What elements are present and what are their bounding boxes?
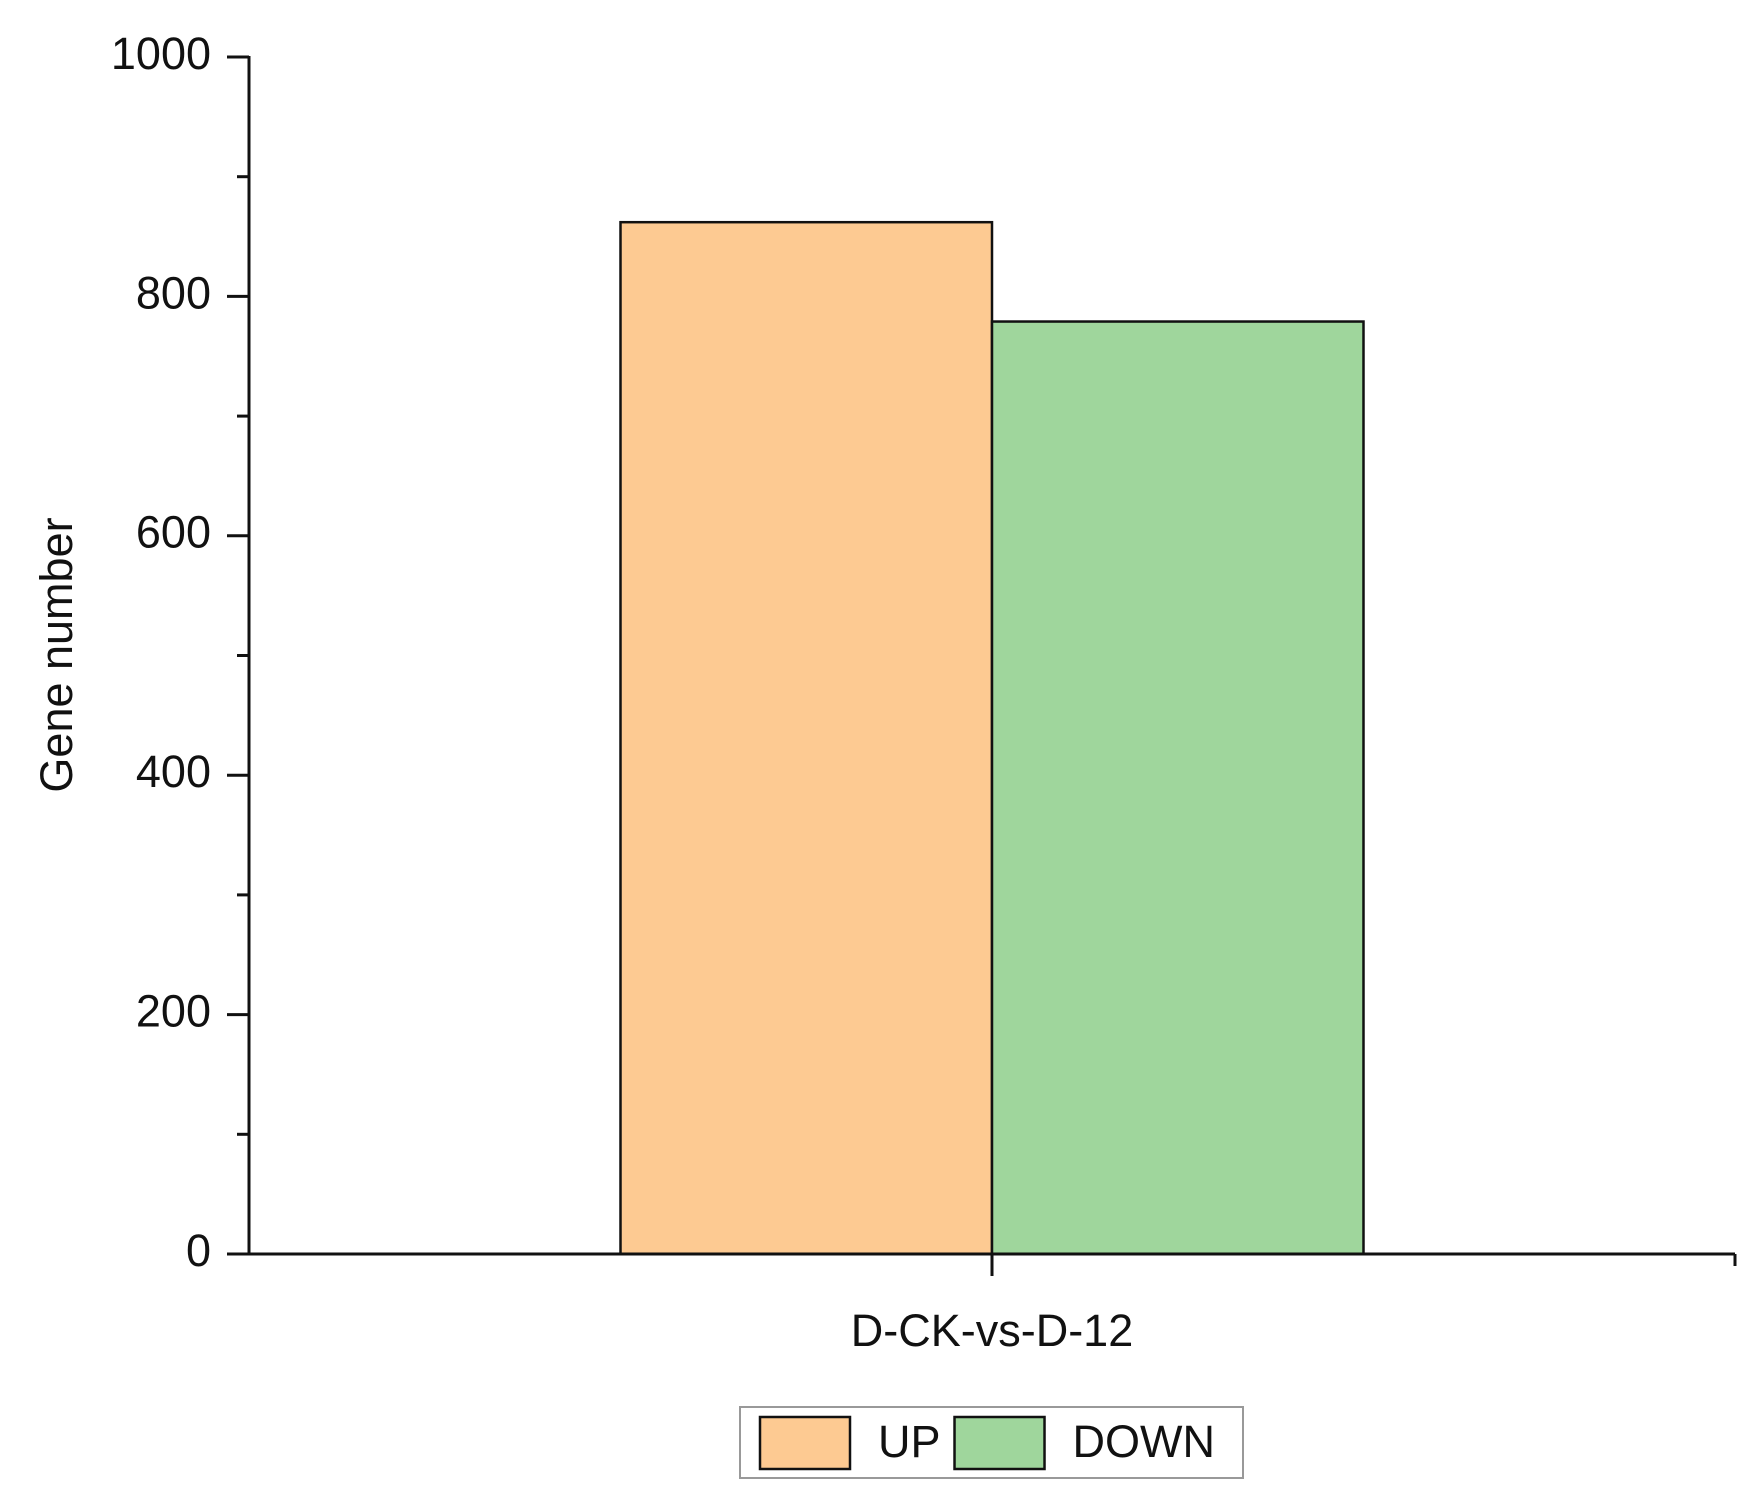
legend-label: DOWN (1073, 1416, 1215, 1467)
legend-swatch (758, 1415, 852, 1471)
y-tick-label: 800 (136, 267, 211, 318)
y-tick-label: 0 (186, 1225, 211, 1276)
bar (990, 320, 1365, 1256)
y-tick-label: 200 (136, 985, 211, 1036)
y-tick-label: 1000 (111, 28, 211, 79)
y-axis-label: Gene number (31, 517, 82, 792)
legend-swatch (953, 1415, 1046, 1471)
x-tick-label: D-CK-vs-D-12 (851, 1305, 1134, 1356)
y-tick-label: 400 (136, 746, 211, 797)
bar (619, 220, 994, 1256)
y-tick-label: 600 (136, 507, 211, 558)
legend-label: UP (878, 1416, 941, 1467)
